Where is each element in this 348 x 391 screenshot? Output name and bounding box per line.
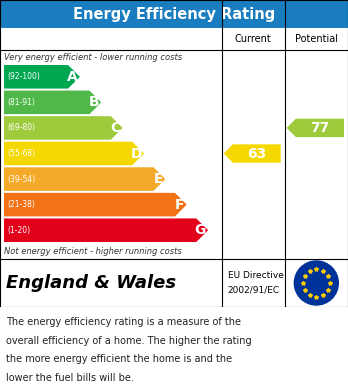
Polygon shape <box>4 167 165 191</box>
Polygon shape <box>4 116 122 140</box>
Polygon shape <box>4 219 208 242</box>
Text: lower the fuel bills will be.: lower the fuel bills will be. <box>6 373 134 383</box>
Text: F: F <box>175 197 185 212</box>
Text: (1-20): (1-20) <box>7 226 30 235</box>
Text: E: E <box>154 172 163 186</box>
Text: England & Wales: England & Wales <box>6 274 176 292</box>
Text: (81-91): (81-91) <box>7 98 35 107</box>
Polygon shape <box>4 142 144 165</box>
Text: EU Directive: EU Directive <box>228 271 284 280</box>
Text: The energy efficiency rating is a measure of the: The energy efficiency rating is a measur… <box>6 317 241 327</box>
Bar <box>0 0 348 28</box>
Polygon shape <box>4 65 80 89</box>
Text: Very energy efficient - lower running costs: Very energy efficient - lower running co… <box>4 53 182 62</box>
Text: 2002/91/EC: 2002/91/EC <box>228 286 280 295</box>
Polygon shape <box>4 193 187 217</box>
Text: Current: Current <box>235 34 271 44</box>
Text: B: B <box>89 95 99 109</box>
Circle shape <box>294 261 338 305</box>
Text: (92-100): (92-100) <box>7 72 40 81</box>
Polygon shape <box>224 144 281 163</box>
Polygon shape <box>4 91 101 114</box>
Text: (55-68): (55-68) <box>7 149 35 158</box>
Text: D: D <box>130 147 142 160</box>
Text: C: C <box>110 121 121 135</box>
Text: (21-38): (21-38) <box>7 200 35 209</box>
Text: the more energy efficient the home is and the: the more energy efficient the home is an… <box>6 354 232 364</box>
Text: Potential: Potential <box>295 34 338 44</box>
Text: (39-54): (39-54) <box>7 174 35 183</box>
Text: A: A <box>67 70 78 84</box>
Text: 63: 63 <box>247 147 266 160</box>
Text: Not energy efficient - higher running costs: Not energy efficient - higher running co… <box>4 247 182 256</box>
Text: G: G <box>195 223 206 237</box>
Text: 77: 77 <box>310 121 330 135</box>
Polygon shape <box>287 119 344 137</box>
Text: overall efficiency of a home. The higher the rating: overall efficiency of a home. The higher… <box>6 335 252 346</box>
Text: (69-80): (69-80) <box>7 124 35 133</box>
Text: Energy Efficiency Rating: Energy Efficiency Rating <box>73 7 275 22</box>
